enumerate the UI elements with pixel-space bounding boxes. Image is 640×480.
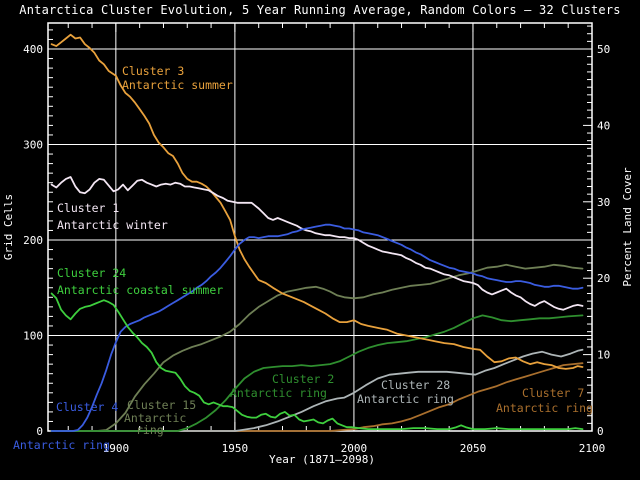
series-label-cluster-7: Cluster 7: [522, 386, 584, 400]
series-line-cluster-4: [50, 223, 584, 432]
series-label-cluster-1: Cluster 1: [57, 201, 119, 215]
series-line-cluster-28: [50, 348, 584, 432]
series-line-cluster-24: [50, 292, 584, 431]
y-right-axis-title: Percent Land Cover: [621, 167, 634, 287]
series-label-cluster-15: ring: [136, 423, 164, 437]
series-label-cluster-1: Antarctic winter: [57, 218, 168, 232]
series-line-cluster-3: [50, 33, 584, 370]
x-tick-label: 2100: [579, 442, 606, 455]
y-left-tick-label: 300: [23, 139, 43, 152]
chart-title: Antarctica Cluster Evolution, 5 Year Run…: [19, 3, 621, 17]
series-line-cluster-2: [50, 314, 584, 432]
series-line-cluster-15: [50, 263, 584, 432]
series-line-cluster-1: [50, 176, 584, 311]
series-label-cluster-24: Cluster 24: [57, 266, 126, 280]
series-label-cluster-3: Cluster 3: [122, 64, 184, 78]
series-label-cluster-15: Antarctic: [124, 411, 186, 425]
y-left-tick-label: 200: [23, 234, 43, 247]
series-label-cluster-7: Antarctic ring: [496, 401, 593, 415]
x-tick-label: 1900: [103, 442, 130, 455]
y-left-axis-title: Grid Cells: [2, 194, 15, 260]
y-left-tick-label: 100: [23, 330, 43, 343]
series-label-cluster-28: Cluster 28: [381, 378, 450, 392]
series-label-cluster-24: Antarctic coastal summer: [57, 283, 223, 297]
y-left-tick-label: 400: [23, 43, 43, 56]
x-tick-label: 2000: [341, 442, 368, 455]
series-label-cluster-2: Antarctic ring: [230, 386, 327, 400]
series-label-cluster-28: Antarctic ring: [357, 392, 454, 406]
y-right-tick-label: 10: [597, 349, 610, 362]
x-axis-title: Year (1871—2098): [269, 453, 375, 466]
y-right-tick-label: 30: [597, 196, 610, 209]
series-line-cluster-7: [50, 362, 584, 432]
y-right-tick-label: 0: [597, 425, 604, 438]
x-tick-label: 1950: [222, 442, 249, 455]
series-label-cluster-15: Cluster 15: [127, 398, 196, 412]
y-right-tick-label: 50: [597, 43, 610, 56]
y-left-tick-label: 0: [36, 425, 43, 438]
series-label-cluster-4: Cluster 4: [56, 400, 118, 414]
series-label-cluster-2: Cluster 2: [272, 372, 334, 386]
x-tick-label: 2050: [460, 442, 487, 455]
series-label-cluster-4: Antarctic ring: [13, 438, 110, 452]
series-label-cluster-3: Antarctic summer: [122, 78, 233, 92]
y-right-tick-label: 20: [597, 272, 610, 285]
y-right-tick-label: 40: [597, 119, 610, 132]
